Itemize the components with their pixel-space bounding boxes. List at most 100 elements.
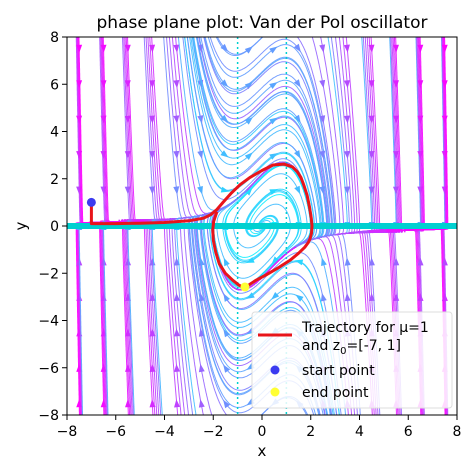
streamline-arrow-113: [320, 292, 327, 302]
y-tick-label-5: 2: [50, 172, 59, 188]
streamline-arrow-103: [294, 259, 304, 266]
streamline-arrow-169: [441, 257, 448, 266]
streamline-arrow-95: [269, 153, 278, 160]
trajectory-line: [89, 162, 314, 289]
x-tick-label-6: 4: [355, 424, 364, 440]
streamline-arrow-42: [149, 80, 156, 89]
streamline-arrow-73: [220, 150, 229, 158]
legend-start-marker: [270, 365, 280, 375]
streamline-arrow-69: [223, 293, 230, 302]
legend-box: [251, 311, 453, 409]
streamline-arrow-164: [417, 44, 424, 53]
streamline-arrow-163: [417, 80, 424, 89]
x-tick-label-4: 0: [258, 424, 267, 440]
streamline-arrow-129: [343, 115, 350, 124]
x-tick-label-2: −4: [154, 424, 175, 440]
streamline-87: [215, 37, 264, 56]
streamline-arrow-26: [125, 257, 132, 266]
streamline-arrow-131: [343, 44, 350, 53]
streamline-arrow-117: [319, 150, 326, 160]
axes: −8 −6 −4 −2 0 2 4 6 8 −8 −6 −4 −2 0 2 4 6 8: [38, 30, 461, 440]
streamline-arrow-120: [319, 44, 326, 53]
streamline-arrow-43: [149, 44, 156, 53]
streamline-arrow-54: [173, 44, 180, 53]
streamline-arrow-53: [173, 80, 180, 89]
streamline-arrow-153: [392, 44, 399, 53]
streamline-arrow-130: [343, 80, 350, 89]
streamline-arrow-51: [173, 150, 180, 160]
streamline-arrow-39: [149, 186, 156, 195]
streamline-98: [207, 37, 335, 291]
streamline-arrow-74: [220, 114, 229, 123]
streamline-arrow-50: [173, 186, 180, 195]
streamline-arrow-87: [244, 46, 253, 54]
streamline-arrow-106: [294, 150, 301, 159]
y-tick-label-4: 0: [50, 219, 59, 235]
streamline-arrow-136: [368, 257, 375, 266]
streamline-arrow-114: [321, 257, 327, 267]
y-tick-label-8: 8: [50, 30, 59, 46]
streamline-arrow-70: [223, 257, 230, 267]
streamline-arrow-108: [293, 79, 301, 88]
streamline-arrow-98: [269, 46, 278, 54]
streamline-arrow-52: [173, 115, 180, 124]
streamline-arrow-118: [319, 115, 326, 124]
streamline-109: [209, 37, 336, 291]
streamline-159: [211, 37, 421, 291]
streamline-arrow-107: [293, 114, 301, 124]
streamline-arrow-142: [368, 44, 375, 53]
streamline-arrow-15: [100, 257, 107, 266]
streamline-arrow-21: [100, 44, 107, 53]
streamline-172: [368, 37, 447, 234]
streamline-arrow-97: [269, 82, 278, 90]
legend-line2-prefix: and z: [302, 338, 340, 354]
streamline-arrow-84: [244, 152, 253, 161]
streamline-arrow-96: [269, 117, 278, 125]
streamline-arrow-20: [100, 80, 107, 89]
streamline-arrow-124: [344, 292, 351, 302]
streamline-62: [182, 37, 314, 291]
streamline-arrow-10: [76, 44, 83, 53]
x-tick-label-0: −8: [57, 424, 78, 440]
y-tick-label-7: 6: [50, 77, 59, 93]
x-tick-label-8: 8: [453, 424, 462, 440]
chart-title: phase plane plot: Van der Pol oscillator: [97, 13, 428, 33]
x-axis-label: x: [258, 442, 267, 460]
streamline-arrow-56: [198, 363, 205, 373]
streamline-175: [407, 37, 449, 231]
streamline-arrow-102: [295, 294, 304, 302]
trajectory-layer: [89, 162, 314, 289]
streamline-arrow-55: [198, 399, 205, 408]
y-tick-label-0: −8: [38, 408, 59, 424]
x-tick-label-1: −6: [105, 424, 126, 440]
y-tick-label-6: 4: [50, 125, 59, 141]
streamline-arrow-61: [197, 185, 203, 195]
streamline-arrow-158: [417, 257, 424, 266]
streamline-3: [77, 218, 156, 415]
streamline-arrow-109: [293, 43, 301, 53]
streamline-arrow-157: [417, 292, 424, 301]
x-tick-label-3: −2: [203, 424, 224, 440]
streamline-arrow-76: [220, 43, 229, 52]
streamline-arrow-125: [344, 257, 351, 266]
streamline-arrow-86: [244, 81, 253, 90]
legend-end-label: end point: [302, 385, 369, 401]
streamline-arrow-91: [271, 291, 280, 300]
streamline-arrow-85: [244, 117, 253, 125]
streamline-arrow-8: [76, 115, 83, 124]
streamline-arrow-66: [223, 399, 231, 409]
streamline-arrow-40: [149, 150, 156, 160]
legend-line2-subscript: 0: [340, 346, 346, 357]
streamline-arrow-119: [319, 79, 326, 89]
streamline-arrow-46: [174, 328, 181, 337]
streamline-arrow-67: [223, 364, 231, 373]
y-axis-label: y: [12, 221, 30, 230]
streamline-54: [175, 37, 313, 291]
x-tick-label-7: 6: [404, 424, 413, 440]
legend: Trajectory for μ=1 and z0=[-7, 1] start …: [251, 311, 453, 409]
legend-start-label: start point: [302, 363, 375, 379]
streamline-arrow-62: [197, 150, 204, 160]
y-tick-label-3: −2: [38, 266, 59, 282]
